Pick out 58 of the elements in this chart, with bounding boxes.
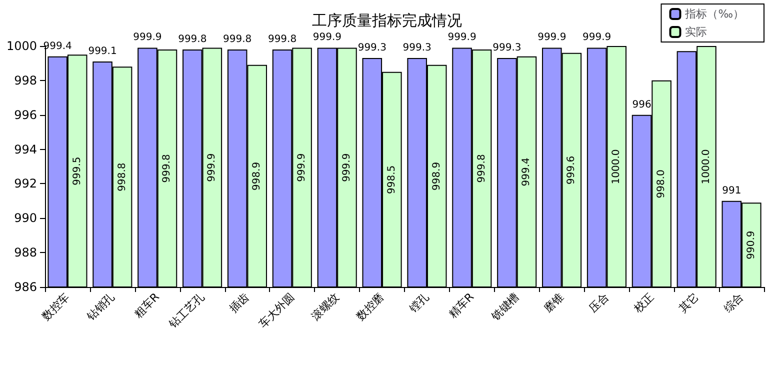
y-tick-label: 996 bbox=[14, 108, 37, 122]
data-label: 999.8 bbox=[223, 34, 252, 45]
data-label: 999.3 bbox=[402, 42, 432, 54]
x-tick-label: 精车R bbox=[446, 290, 477, 321]
x-tick-label: 车大外圆 bbox=[256, 290, 297, 331]
data-label: 999.9 bbox=[341, 153, 352, 182]
data-label: 999.8 bbox=[476, 154, 488, 183]
data-label: 999.4 bbox=[521, 158, 532, 186]
data-label: 999.9 bbox=[538, 32, 566, 44]
x-tick-label: 压合 bbox=[586, 290, 612, 316]
x-tick-label: 其它 bbox=[676, 290, 702, 316]
data-label: 999.8 bbox=[178, 34, 207, 45]
data-label: 998.0 bbox=[656, 170, 668, 198]
data-label: 999.9 bbox=[312, 32, 342, 44]
x-tick-label: 插齿 bbox=[227, 290, 252, 316]
legend-label: 指标（‰） bbox=[684, 8, 744, 20]
y-tick-label: 998 bbox=[14, 73, 37, 88]
data-label: 996 bbox=[632, 99, 652, 110]
data-label: 999.9 bbox=[296, 153, 308, 182]
data-label: 999.6 bbox=[566, 156, 578, 185]
data-label: 999.9 bbox=[448, 32, 476, 44]
data-label: 991 bbox=[722, 185, 742, 196]
data-label: 999.5 bbox=[72, 156, 83, 186]
chart-title: 工序质量指标完成情况 bbox=[312, 12, 462, 30]
y-tick-label: 1000 bbox=[6, 39, 37, 53]
x-tick-label: 数控车 bbox=[40, 290, 72, 323]
data-label: 999.3 bbox=[492, 42, 522, 54]
data-label: 999.9 bbox=[582, 32, 612, 44]
x-tick-label: 钻工艺孔 bbox=[166, 290, 207, 332]
data-label: 1000.0 bbox=[700, 149, 712, 184]
data-label: 999.8 bbox=[268, 34, 297, 45]
y-tick-label: 986 bbox=[14, 280, 37, 294]
data-label: 998.9 bbox=[252, 162, 263, 191]
legend-label: 实际 bbox=[685, 26, 708, 38]
data-label: 998.8 bbox=[116, 162, 128, 192]
y-tick-label: 990 bbox=[14, 211, 37, 226]
data-label: 999.4 bbox=[43, 40, 72, 52]
y-tick-label: 994 bbox=[14, 142, 37, 156]
data-label: 998.9 bbox=[431, 162, 442, 191]
data-label: 998.5 bbox=[386, 165, 398, 194]
data-label: 990.9 bbox=[746, 230, 757, 260]
x-tick-label: 钻销孔 bbox=[84, 290, 117, 324]
y-tick-label: 992 bbox=[14, 176, 37, 191]
x-tick-label: 校正 bbox=[630, 290, 656, 316]
x-tick-label: 铣键槽 bbox=[488, 290, 522, 324]
x-tick-label: 滚螺纹 bbox=[309, 290, 342, 323]
data-label: 999.3 bbox=[358, 42, 386, 54]
x-tick-label: 综合 bbox=[721, 290, 746, 316]
x-tick-label: 粗车R bbox=[132, 290, 162, 321]
data-label: 999.9 bbox=[206, 153, 218, 182]
x-tick-label: 数控磨 bbox=[354, 290, 387, 323]
data-label: 999.8 bbox=[162, 154, 173, 183]
y-tick-label: 988 bbox=[14, 246, 37, 260]
data-label: 1000.0 bbox=[611, 149, 622, 184]
x-tick-label: 镗孔 bbox=[406, 290, 432, 316]
x-tick-label: 磨锥 bbox=[542, 290, 566, 316]
data-label: 999.9 bbox=[133, 32, 162, 44]
data-label: 999.1 bbox=[88, 46, 117, 57]
